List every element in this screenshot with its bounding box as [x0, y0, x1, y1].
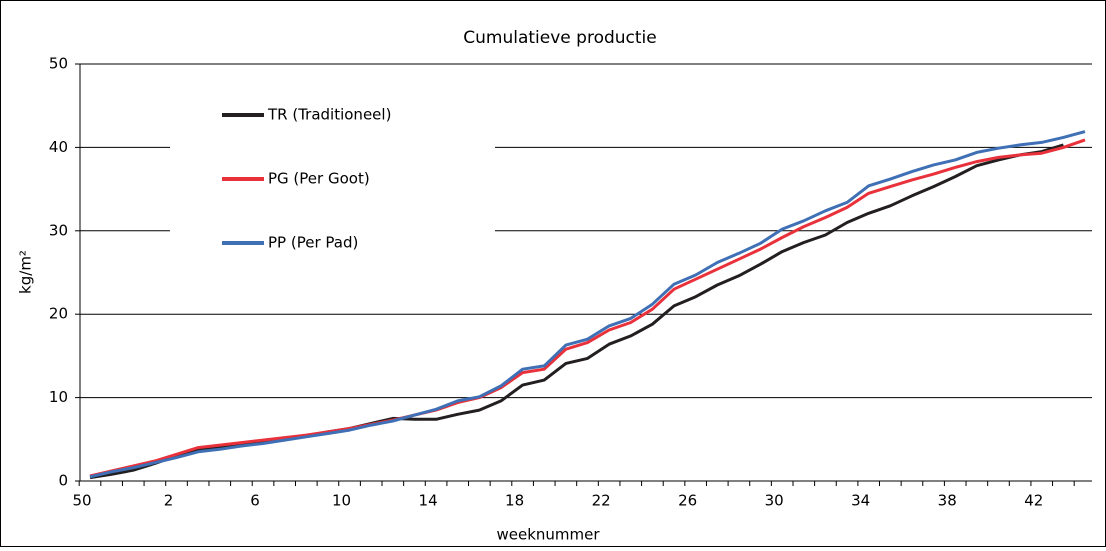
- x-tick-label: 18: [505, 492, 524, 510]
- legend-label: TR (Traditioneel): [267, 106, 391, 124]
- x-axis-label: weeknummer: [496, 526, 600, 544]
- x-tick-label: 2: [164, 492, 174, 510]
- x-tick-label: 42: [1024, 492, 1043, 510]
- y-tick-label: 10: [49, 388, 68, 406]
- y-tick-label: 0: [58, 472, 68, 490]
- y-tick-label: 40: [49, 138, 68, 156]
- line-series: [89, 130, 1086, 479]
- y-axis-label: kg/m²: [17, 250, 35, 294]
- x-tick-label: 10: [332, 492, 351, 510]
- chart-title: Cumulatieve productie: [463, 28, 656, 48]
- y-tick-label: 50: [49, 55, 68, 73]
- legend-label: PP (Per Pad): [268, 234, 358, 252]
- x-tick-label: 38: [938, 492, 957, 510]
- x-tick-label: 50: [72, 492, 91, 510]
- y-tick-label: 20: [49, 305, 68, 323]
- y-tick-label: 30: [49, 221, 68, 239]
- x-tick-label: 34: [851, 492, 870, 510]
- x-tick-label: 14: [419, 492, 438, 510]
- legend-label: PG (Per Goot): [268, 170, 370, 188]
- x-tick-label: 22: [592, 492, 611, 510]
- line-series: [89, 138, 1086, 478]
- x-tick-label: 30: [765, 492, 784, 510]
- x-tick-label: 6: [250, 492, 260, 510]
- x-tick-label: 26: [678, 492, 697, 510]
